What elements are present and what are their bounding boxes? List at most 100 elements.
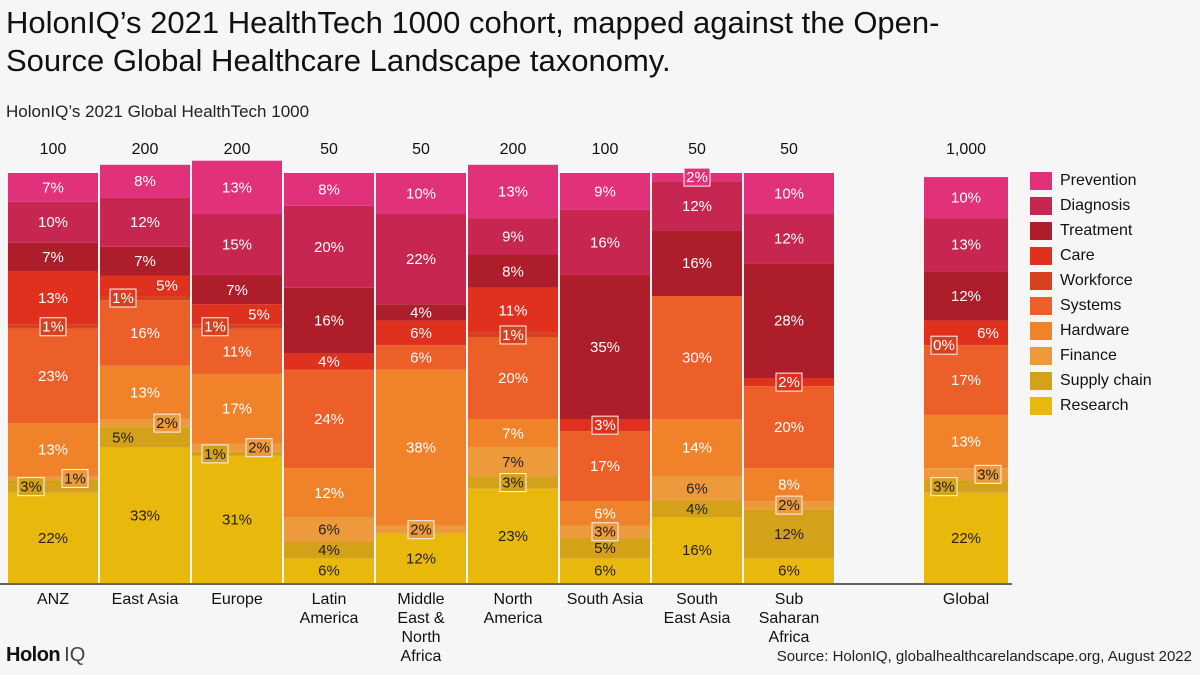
legend-label: Treatment [1060,222,1133,239]
x-tick-label: Global [942,591,990,608]
label-box [109,288,137,308]
value-label: 2% [686,169,708,186]
value-label: 10% [951,190,981,207]
x-tick-label: South East Asia [663,591,731,627]
bar-segment [100,419,190,428]
legend-label: Finance [1060,347,1117,364]
value-label: 4% [686,501,708,518]
value-label: 12% [951,288,981,305]
bar-segment [652,501,742,518]
value-label: 23% [38,368,68,385]
value-label: 1% [204,319,226,336]
column-total: 50 [780,141,798,158]
x-tick-label: East Asia [111,591,179,608]
value-label: 28% [774,313,804,330]
value-label: 3% [594,524,616,541]
column-total: 200 [500,141,527,158]
bar-segment [744,509,834,559]
x-tick-label: Sub Saharan Africa [758,591,820,646]
value-label: 6% [594,563,616,580]
label-box [201,317,229,337]
bar-segment [652,181,742,231]
value-label: 6% [778,563,800,580]
value-label: 1% [64,470,86,487]
value-label: 7% [134,253,156,270]
bar-segment [8,173,98,202]
bar-segment [8,492,98,583]
bar-segment [744,468,834,501]
bar-segment [468,255,558,288]
x-tick-label: South Asia [566,591,644,608]
value-label: 1% [112,290,134,307]
value-label: 10% [38,214,68,231]
bar-segment [284,369,374,469]
value-label: 13% [38,290,68,307]
legend-label: Diagnosis [1060,197,1130,214]
value-label: 6% [594,505,616,522]
bar-segment [100,300,190,366]
label-box [201,444,229,464]
value-label: 5% [594,540,616,557]
value-label: 20% [498,370,528,387]
legend-label: Workforce [1060,272,1133,289]
bar-segment [924,492,1008,583]
value-label: 35% [590,339,620,356]
bar-segment [924,218,1008,272]
legend-swatch [1030,297,1052,315]
chart-subtitle: HolonIQ’s 2021 Global HealthTech 1000 [6,102,310,121]
bar-segment [468,419,558,448]
value-label: 0% [933,337,955,354]
value-label: 20% [774,419,804,436]
value-label: 16% [314,313,344,330]
bar-segment [8,271,98,325]
column-total: 50 [412,141,430,158]
bar-segment [284,173,374,206]
value-label: 1% [204,446,226,463]
bar-segment [924,345,1008,415]
bar-segment [560,431,650,501]
value-label: 8% [502,263,524,280]
bar-segment [652,419,742,477]
value-label: 12% [682,198,712,215]
label-box [17,477,45,497]
value-label: 13% [951,434,981,451]
value-label: 13% [951,237,981,254]
x-tick-label: Latin America [299,591,359,627]
label-box [930,477,958,497]
value-label: 12% [774,231,804,248]
value-label: 8% [318,181,340,198]
legend-swatch [1030,372,1052,390]
bar-segment [652,517,742,583]
value-label: 22% [38,530,68,547]
value-label: 38% [406,440,436,457]
value-label: 17% [222,401,252,418]
value-label: 2% [156,415,178,432]
column-total: 1,000 [946,141,986,158]
value-label: 13% [498,183,528,200]
bar-segment [924,177,1008,219]
bar-segment [560,501,650,526]
value-label: 5% [156,278,178,295]
bar-segment [468,287,558,333]
value-label: 4% [318,354,340,371]
bar-segment [652,230,742,296]
value-label: 11% [499,302,528,319]
bar-segment [284,353,374,370]
legend-swatch [1030,322,1052,340]
bar-segment [8,328,98,424]
value-label: 10% [774,185,804,202]
bar-segment [192,214,282,276]
value-label: 1% [42,319,64,336]
bar-segment [560,537,650,559]
legend-swatch [1030,272,1052,290]
value-label: 24% [314,411,344,428]
value-label: 13% [38,442,68,459]
bar-segment [8,242,98,272]
bar-segment [192,455,282,583]
bar-segment [8,476,98,481]
label-box [39,317,67,337]
bar-segment [744,173,834,214]
label-box [591,415,619,435]
bar-segment [376,214,466,305]
bar-segment [376,173,466,214]
